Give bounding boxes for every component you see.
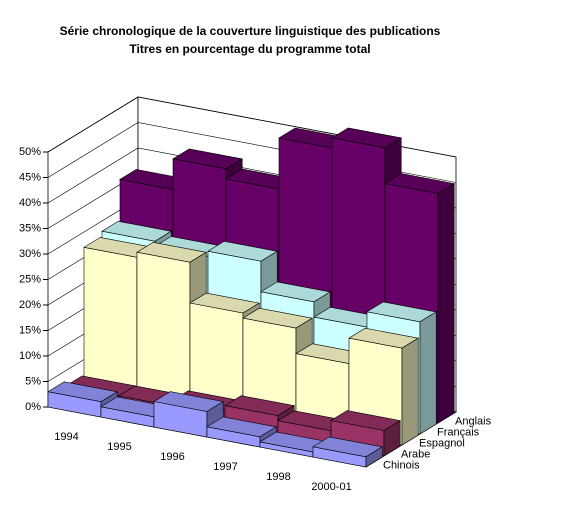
x-tick-label: 1994 — [54, 431, 78, 443]
y-tick-label: 0% — [25, 401, 41, 413]
y-tick-label: 40% — [19, 197, 41, 209]
bar-face — [437, 183, 455, 424]
legend-label: Anglais — [455, 415, 492, 427]
bar-face — [83, 246, 138, 396]
legend-label: Chinois — [383, 459, 420, 471]
y-tick-label: 35% — [19, 222, 41, 234]
y-tick-label: 50% — [19, 146, 41, 158]
y-tick-label: 15% — [19, 324, 41, 336]
y-tick-label: 30% — [19, 248, 41, 260]
y-tick-label: 45% — [19, 171, 41, 183]
y-tick-label: 20% — [19, 299, 41, 311]
legend-label: Arabe — [401, 448, 430, 460]
y-tick-label: 5% — [25, 375, 41, 387]
x-tick-label: 2000-01 — [311, 481, 351, 493]
bar — [312, 436, 384, 468]
x-tick-label: 1997 — [213, 461, 237, 473]
chart-subtitle: Titres en pourcentage du programme total — [129, 42, 370, 56]
bar-face — [401, 337, 419, 446]
legend-label: Français — [437, 426, 480, 438]
bar-face — [419, 311, 437, 435]
y-tick-label: 25% — [19, 273, 41, 285]
x-tick-label: 1996 — [160, 451, 184, 463]
bar-face — [136, 251, 191, 406]
legend-label: Espagnol — [419, 437, 465, 449]
bar-face — [383, 420, 401, 457]
x-tick-label: 1998 — [266, 471, 290, 483]
y-tick-label: 10% — [19, 350, 41, 362]
x-tick-label: 1995 — [107, 441, 131, 453]
bar-face — [365, 446, 383, 468]
chart-title: Série chronologique de la couverture lin… — [60, 24, 441, 38]
